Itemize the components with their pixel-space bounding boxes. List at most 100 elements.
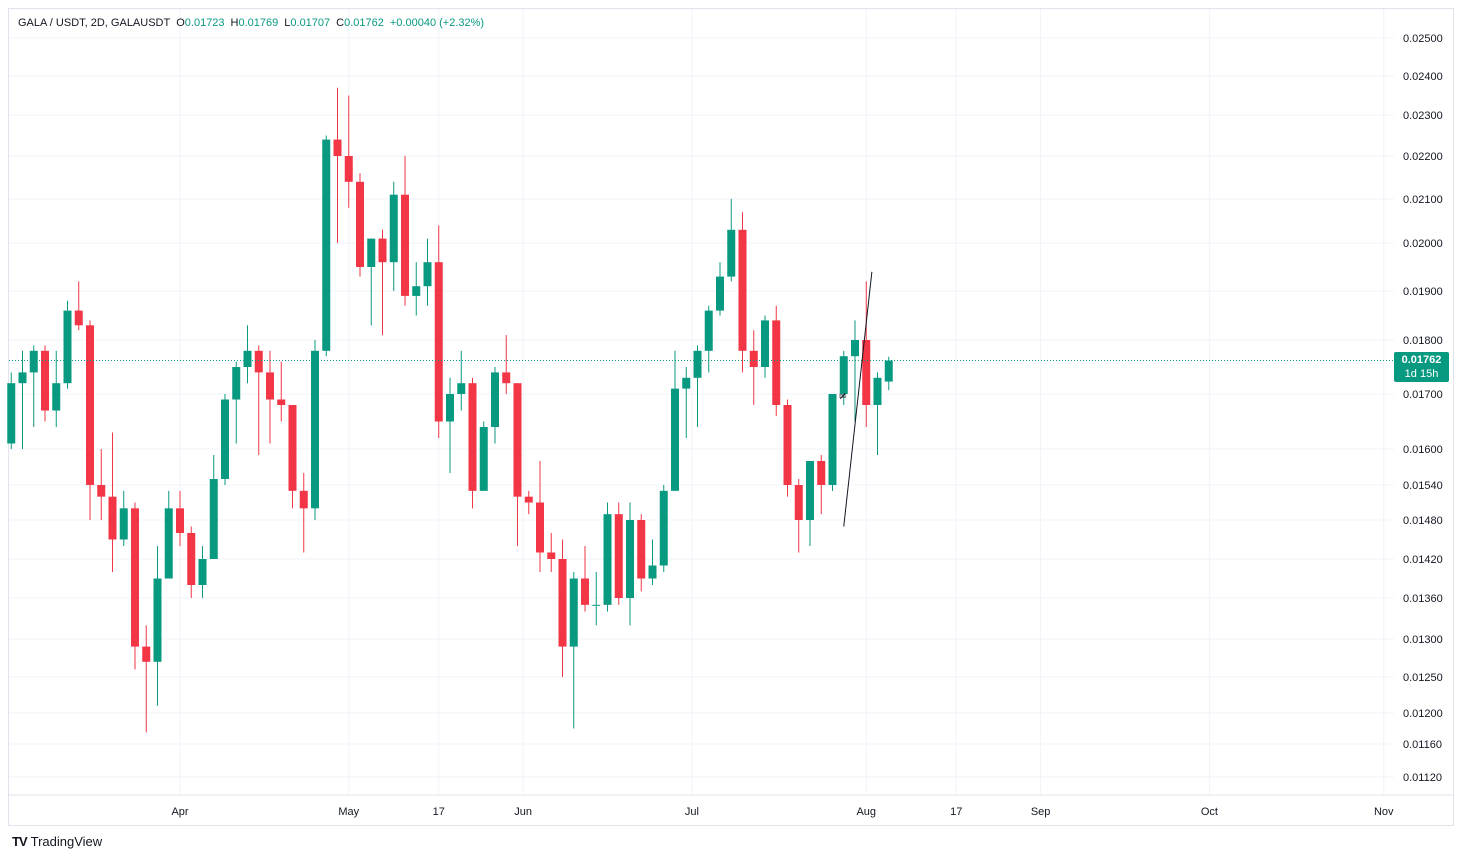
price-tick-label: 0.01600: [1403, 444, 1443, 456]
drawings: ≠: [9, 271, 1394, 527]
time-scale[interactable]: Apr May 17 Jun Jul Aug 17 Sep Oct Nov: [171, 806, 1394, 818]
candle-body: [187, 533, 196, 585]
candle-body: [412, 286, 421, 296]
low-label: L: [284, 17, 291, 29]
candle-body: [356, 181, 364, 267]
candle-body: [457, 383, 466, 394]
candle-body: [648, 565, 657, 579]
candle: [389, 181, 398, 291]
candle: [108, 432, 117, 572]
candle-body: [401, 194, 409, 296]
candle: [603, 502, 612, 612]
candle-body: [119, 508, 128, 540]
candle-body: [547, 552, 556, 559]
time-tick-label: Jul: [685, 806, 699, 818]
candle-body: [817, 461, 826, 485]
candle-body: [592, 604, 601, 606]
candle: [52, 350, 61, 427]
candle: [288, 405, 297, 509]
candle: [74, 281, 83, 331]
candle-body: [221, 399, 229, 479]
candle-body: [884, 360, 893, 382]
candle-body: [97, 485, 106, 497]
candle-body: [581, 578, 589, 605]
candle: [513, 383, 522, 546]
candle: [176, 490, 184, 546]
candle: [221, 394, 229, 485]
candle-body: [716, 276, 724, 311]
candle: [97, 449, 106, 520]
candle: [63, 300, 72, 389]
candle: [423, 238, 432, 306]
candle-body: [637, 520, 646, 579]
candle-body: [52, 383, 61, 411]
low-value: 0.01707: [290, 17, 331, 29]
close-label: C: [336, 17, 345, 29]
candle-body: [434, 262, 443, 422]
candle: [153, 546, 162, 706]
open-value: 0.01723: [184, 17, 225, 29]
symbol-legend: GALA / USDT, 2D, GALAUSDT O0.01723 H0.01…: [18, 17, 484, 29]
time-tick-label: Sep: [1031, 806, 1051, 818]
open-label: O: [176, 17, 185, 29]
price-tick-label: 0.01700: [1403, 389, 1443, 401]
candle: [29, 345, 38, 427]
time-tick-label: Oct: [1201, 806, 1218, 818]
candle: [749, 330, 758, 405]
candle: [446, 377, 454, 473]
price-tick-label: 0.01800: [1403, 335, 1443, 347]
candle-body: [727, 229, 736, 277]
candle-body: [738, 229, 747, 351]
candle: [378, 229, 387, 336]
tradingview-brand[interactable]: TV TradingView: [12, 834, 102, 849]
time-tick-label: Apr: [171, 806, 188, 818]
candle: [322, 135, 331, 357]
price-scale[interactable]: 0.02500 0.02400 0.02300 0.02200 0.02100 0.020…: [1403, 33, 1443, 784]
candle: [716, 262, 724, 316]
candle: [671, 350, 679, 491]
candle-body: [806, 461, 814, 520]
price-tick-label: 0.01120: [1403, 772, 1442, 784]
candle: [536, 461, 544, 572]
candle: [851, 320, 859, 422]
price-tick-label: 0.01540: [1403, 480, 1443, 492]
candle-body: [164, 508, 173, 579]
close-value: 0.01762: [344, 17, 384, 29]
candle: [862, 281, 871, 427]
candle-body: [378, 238, 387, 263]
candle: [164, 490, 173, 579]
candle: [783, 399, 792, 497]
candle-body: [569, 578, 578, 647]
candle-body: [142, 646, 151, 662]
price-tick-label: 0.01160: [1403, 739, 1442, 751]
last-price-badge: 0.01762 1d 15h: [1394, 352, 1449, 382]
candle-body: [423, 262, 432, 287]
candle-body: [502, 372, 511, 384]
candle-body: [277, 399, 286, 405]
candle: [614, 502, 623, 605]
candle-body: [153, 578, 162, 662]
candle: [682, 367, 691, 438]
candle: [693, 345, 702, 427]
candle-body: [873, 377, 882, 405]
candle: [266, 350, 274, 444]
time-tick-label: Nov: [1374, 806, 1394, 818]
candle: [344, 95, 353, 208]
candle-body: [131, 508, 139, 647]
candles: [7, 87, 893, 733]
candle: [187, 526, 196, 598]
brand-name: TradingView: [30, 834, 103, 849]
candle: [401, 156, 409, 306]
price-tick-label: 0.01300: [1403, 634, 1443, 646]
candle: [277, 361, 286, 422]
time-tick-label: Aug: [856, 806, 876, 818]
candle: [232, 361, 241, 444]
candle: [626, 502, 634, 626]
candle-body: [524, 496, 533, 503]
candle: [637, 514, 646, 592]
candle-body: [479, 427, 488, 491]
candle-body: [671, 388, 679, 491]
candle: [884, 356, 893, 391]
candle-body: [693, 350, 702, 378]
